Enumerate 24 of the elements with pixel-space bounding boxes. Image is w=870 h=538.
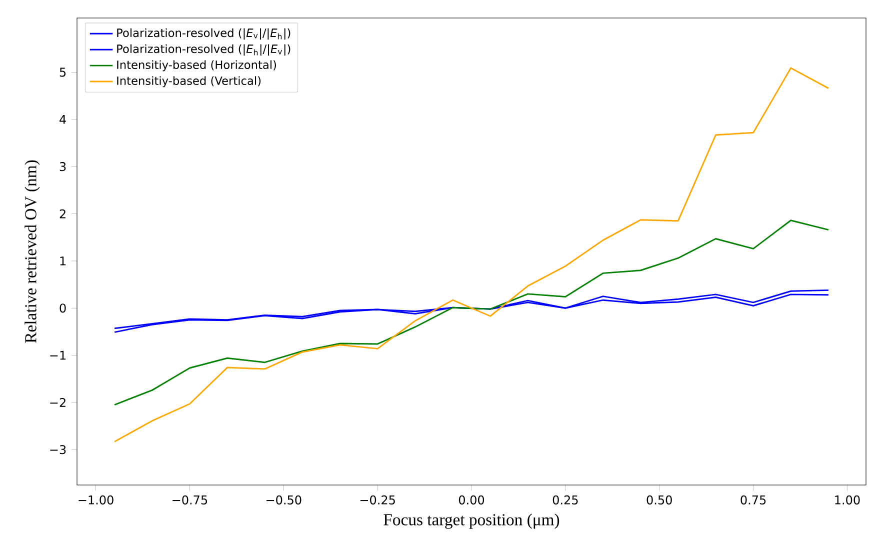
x-tick-label: 0.25 [552,495,578,504]
y-tick-label: −3 [50,445,66,454]
x-tick-label: 0.75 [740,495,766,504]
y-tick-label: −1 [50,350,66,360]
legend-label: Polarization-resolved (|E$_{h}$|/|E$_{v}$|) [117,44,290,56]
y-tick-label: 1 [60,256,66,266]
y-axis-title: Relative retrieved OV (nm) [24,160,40,343]
x-axis-title: Focus target position (μm) [384,514,560,529]
x-tick-label: −0.50 [266,495,302,504]
y-tick-label: 4 [60,115,66,124]
x-tick-label: −0.25 [360,495,395,504]
y-tick-label: 2 [60,209,66,218]
y-tick-label: 3 [60,162,66,172]
y-tick-label: 0 [60,304,66,313]
x-tick-label: −1.00 [78,495,114,504]
x-tick-label: 1.00 [835,495,860,504]
x-tick-label: 0.50 [646,495,672,504]
y-tick-label: −2 [50,398,66,407]
legend-label: Intensitiy-based (Vertical) [117,76,261,88]
x-tick-label: 0.00 [458,495,484,504]
legend-label: Intensitiy-based (Horizontal) [117,60,276,72]
y-tick-label: 5 [60,68,66,77]
x-tick-label: −0.75 [172,495,208,504]
legend-label: Polarization-resolved (|E$_{v}$|/|E$_{h}$|) [117,28,290,40]
